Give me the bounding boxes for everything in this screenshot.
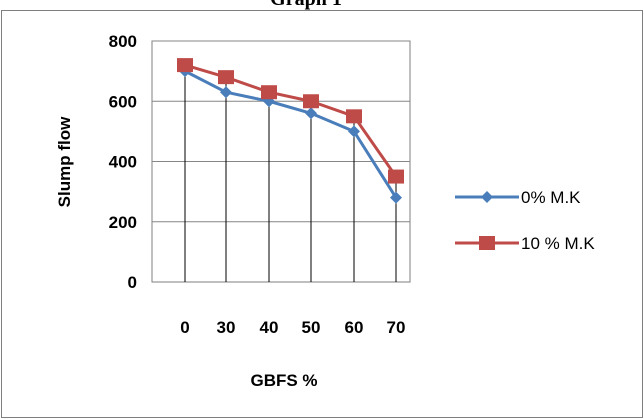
data-point xyxy=(348,125,360,138)
x-tick-label: 70 xyxy=(387,318,406,337)
data-point xyxy=(346,109,362,124)
y-axis-title: Slump flow xyxy=(55,116,74,207)
y-tick-labels: 0 200 400 600 800 xyxy=(109,32,137,292)
series-2 xyxy=(177,58,404,184)
legend-item: 0% M.K xyxy=(455,188,581,207)
y-tick-label: 800 xyxy=(109,32,137,51)
gridlines xyxy=(152,40,410,223)
data-point xyxy=(388,169,404,184)
y-tick-label: 400 xyxy=(109,153,137,172)
data-point xyxy=(390,191,402,204)
legend-label: 0% M.K xyxy=(521,188,581,207)
data-point xyxy=(305,107,317,120)
data-point xyxy=(218,70,234,85)
series-group xyxy=(177,58,404,204)
y-tick-label: 0 xyxy=(128,273,137,292)
data-point xyxy=(177,58,193,73)
legend-label: 10 % M.K xyxy=(521,234,595,253)
x-tick-label: 50 xyxy=(302,318,321,337)
x-tick-label: 60 xyxy=(345,318,364,337)
chart-border xyxy=(1,10,643,418)
x-tick-label: 0 xyxy=(180,318,189,337)
y-tick-label: 600 xyxy=(109,92,137,111)
drop-lines xyxy=(184,65,397,282)
legend-marker xyxy=(481,191,493,203)
series-line xyxy=(184,69,398,199)
legend-marker xyxy=(479,236,495,250)
x-tick-label: 30 xyxy=(217,318,236,337)
legend: 0% M.K 10 % M.K xyxy=(455,188,595,253)
data-point xyxy=(261,85,277,100)
data-point xyxy=(303,94,319,109)
data-point xyxy=(220,86,232,99)
y-tick-label: 200 xyxy=(109,213,137,232)
legend-item: 10 % M.K xyxy=(455,234,595,253)
x-tick-label: 40 xyxy=(260,318,279,337)
chart-title: Graph 1 xyxy=(270,0,342,10)
x-axis-title: GBFS % xyxy=(250,371,317,390)
x-tick-labels: 0 30 40 50 60 70 xyxy=(180,318,405,337)
